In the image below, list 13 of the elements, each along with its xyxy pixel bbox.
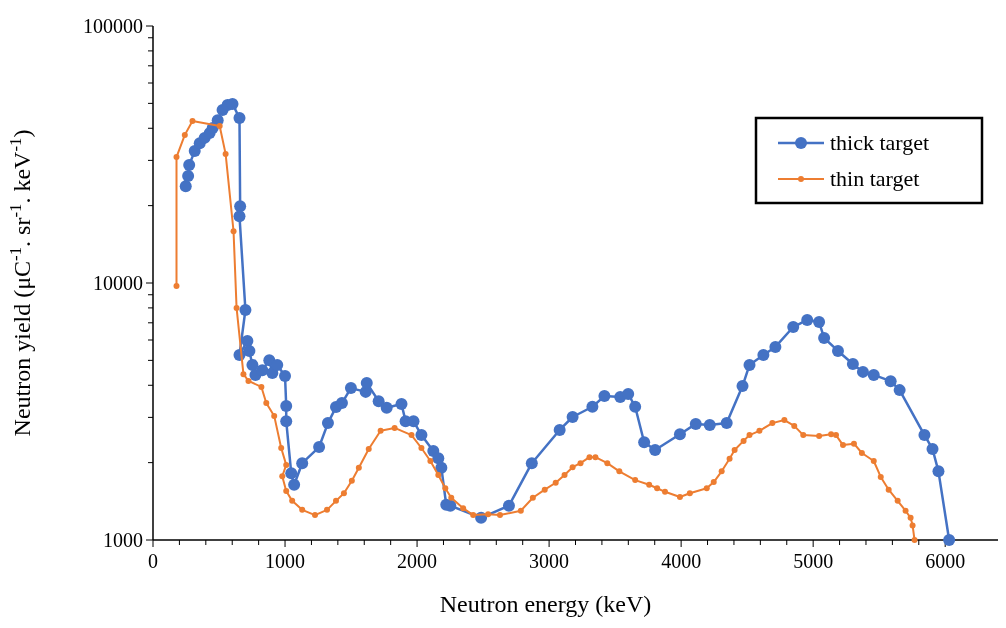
x-tick-label: 5000 xyxy=(793,550,834,572)
y-tick-label: 1000 xyxy=(103,529,143,551)
x-tick-label: 4000 xyxy=(661,550,702,572)
x-tick-label: 0 xyxy=(148,550,158,572)
x-axis-title: Neutron energy (keV) xyxy=(439,591,652,617)
x-tick-label: 6000 xyxy=(925,550,966,572)
y-tick-label: 10000 xyxy=(93,272,143,294)
legend-label: thin target xyxy=(830,166,920,191)
legend-label: thick target xyxy=(830,130,930,155)
x-tick-label: 2000 xyxy=(397,550,438,572)
x-tick-label: 3000 xyxy=(529,550,570,572)
x-tick-label: 1000 xyxy=(265,550,306,572)
y-tick-label: 100000 xyxy=(83,15,143,37)
